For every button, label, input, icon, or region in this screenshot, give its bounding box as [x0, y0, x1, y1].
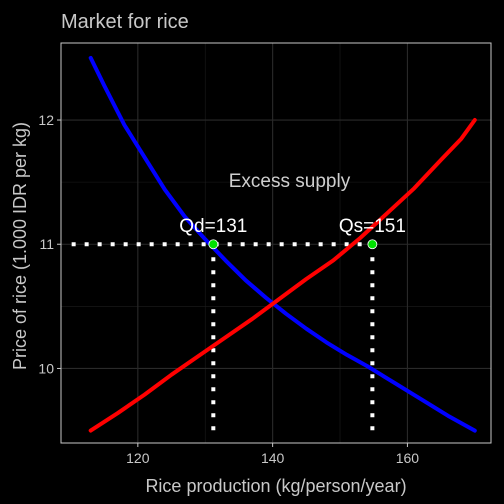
x-tick-label: 120 [126, 450, 150, 466]
panel-border [60, 42, 492, 444]
plot-area: 120 140 160 10 11 12 Qd=131 Qs=151 Excess supply [38, 42, 492, 466]
y-tick-label: 11 [39, 236, 54, 252]
x-axis-title: Rice production (kg/person/year) [145, 476, 406, 496]
chart-title: Market for rice [61, 11, 189, 33]
excess-supply-label: Excess supply [229, 171, 351, 192]
demand-curve [88, 55, 477, 433]
x-tick-label: 140 [261, 450, 285, 466]
y-tick-label: 10 [38, 360, 54, 376]
supply-curve [88, 118, 477, 433]
y-axis-title: Price of rice (1.000 IDR per kg) [10, 122, 30, 370]
x-tick-label: 160 [396, 450, 420, 466]
quantity-label: Qd=131 [179, 216, 247, 237]
quantity-point [208, 239, 219, 250]
quantity-point [367, 239, 378, 250]
y-tick-label: 12 [38, 112, 54, 128]
quantity-label: Qs=151 [339, 216, 406, 237]
